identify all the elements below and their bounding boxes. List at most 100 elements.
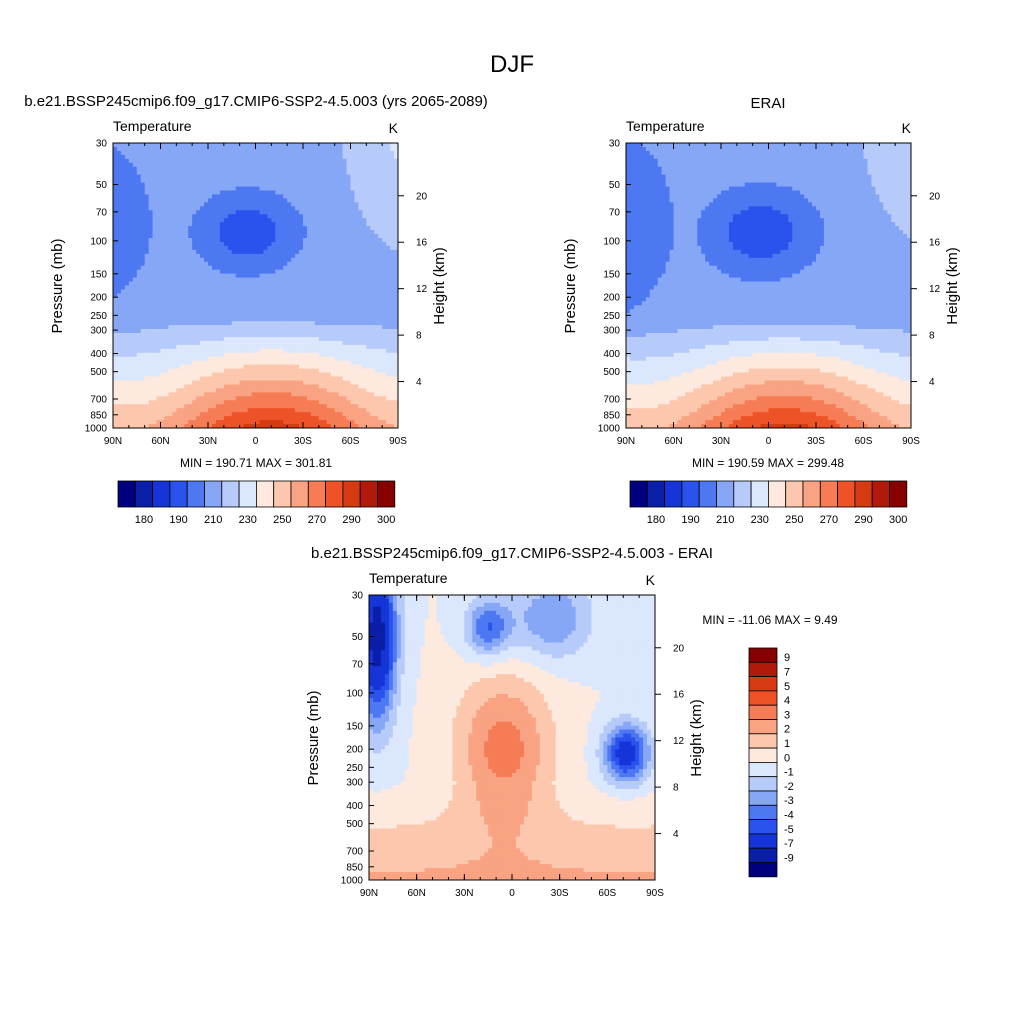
model-field-cell xyxy=(247,222,252,227)
model-field-cell xyxy=(116,344,122,350)
model-field-cell xyxy=(287,384,292,389)
model-field-cell xyxy=(120,408,126,413)
model-field-cell xyxy=(188,166,193,172)
model-field-cell xyxy=(295,230,300,235)
model-field-cell xyxy=(211,344,217,350)
model-field-cell xyxy=(255,348,260,354)
model-field-cell xyxy=(271,182,276,187)
model-field-cell xyxy=(306,317,312,322)
model-field-cell xyxy=(148,241,153,247)
model-field-cell xyxy=(243,336,248,342)
model-field-cell xyxy=(263,245,268,251)
model-field-cell xyxy=(140,261,146,267)
model-field-cell xyxy=(231,194,237,199)
model-field-cell xyxy=(370,198,375,203)
model-field-cell xyxy=(204,348,209,354)
model-field-cell xyxy=(219,234,225,239)
model-field-cell xyxy=(350,412,355,417)
model-field-cell xyxy=(322,360,328,366)
model-field-cell xyxy=(184,174,189,180)
model-field-cell xyxy=(136,384,142,389)
model-field-cell xyxy=(204,408,209,413)
model-field-cell xyxy=(342,261,347,267)
model-field-cell xyxy=(124,190,130,195)
model-field-cell xyxy=(176,194,181,199)
model-field-cell xyxy=(314,190,320,195)
model-field-cell xyxy=(243,313,248,318)
model-field-cell xyxy=(227,301,233,306)
model-field-cell xyxy=(231,289,237,294)
model-field-cell xyxy=(350,265,355,271)
model-field-cell xyxy=(120,376,126,381)
model-field-cell xyxy=(255,238,260,243)
model-field-cell xyxy=(152,293,157,298)
model-field-cell xyxy=(255,281,260,286)
model-field-cell xyxy=(299,388,304,393)
model-field-cell xyxy=(247,400,252,405)
model-field-cell xyxy=(227,305,233,310)
model-field-cell xyxy=(219,170,225,176)
model-field-cell xyxy=(306,285,312,290)
model-field-cell xyxy=(310,368,316,373)
model-field-cell xyxy=(204,257,209,263)
model-field-cell xyxy=(184,372,189,377)
model-field-cell xyxy=(386,380,391,385)
model-field-cell xyxy=(144,222,150,227)
model-field-cell xyxy=(172,241,177,247)
model-field-cell xyxy=(255,253,260,259)
model-field-cell xyxy=(140,333,146,338)
model-field-cell xyxy=(346,364,351,370)
model-field-cell xyxy=(338,376,343,381)
model-field-cell xyxy=(338,170,343,176)
model-field-cell xyxy=(204,190,209,195)
model-field-cell xyxy=(338,230,343,235)
model-field-cell xyxy=(184,257,189,263)
model-field-cell xyxy=(184,325,189,330)
model-field-cell xyxy=(227,289,233,294)
model-field-cell xyxy=(211,388,217,393)
model-field-cell xyxy=(160,305,165,310)
model-field-cell xyxy=(394,257,399,263)
model-field-cell xyxy=(255,218,260,223)
model-field-cell xyxy=(279,305,284,310)
model-field-cell xyxy=(204,222,209,227)
model-field-cell xyxy=(223,360,229,366)
model-field-cell xyxy=(362,356,367,362)
model-field-cell xyxy=(132,356,138,362)
model-field-cell xyxy=(160,202,165,207)
model-field-cell xyxy=(144,317,150,322)
model-field-cell xyxy=(306,230,312,235)
model-field-cell xyxy=(271,245,276,251)
model-field-cell xyxy=(326,313,332,318)
model-field-cell xyxy=(271,214,276,219)
model-field-cell xyxy=(164,289,169,294)
model-field-cell xyxy=(350,404,355,409)
model-field-cell xyxy=(152,249,157,255)
model-field-cell xyxy=(366,317,371,322)
model-field-cell xyxy=(386,356,391,362)
model-field-cell xyxy=(330,372,336,377)
model-field-cell xyxy=(208,412,213,417)
model-field-cell xyxy=(132,273,138,278)
model-field-cell xyxy=(275,364,280,370)
model-field-cell xyxy=(390,325,395,330)
model-field-cell xyxy=(295,143,300,148)
model-field-cell xyxy=(128,325,134,330)
model-field-cell xyxy=(295,301,300,306)
model-field-cell xyxy=(160,380,165,385)
model-field-cell xyxy=(255,265,260,271)
model-field-cell xyxy=(346,376,351,381)
model-field-cell xyxy=(287,194,292,199)
model-field-cell xyxy=(283,238,288,243)
model-field-cell xyxy=(295,376,300,381)
model-field-cell xyxy=(382,230,387,235)
model-field-cell xyxy=(374,210,379,215)
model-field-cell xyxy=(200,273,205,278)
model-field-cell xyxy=(160,313,165,318)
model-field-cell xyxy=(215,218,221,223)
model-field-cell xyxy=(271,356,276,362)
model-field-cell xyxy=(370,313,375,318)
model-field-cell xyxy=(227,384,233,389)
model-field-cell xyxy=(362,412,367,417)
model-field-cell xyxy=(374,289,379,294)
